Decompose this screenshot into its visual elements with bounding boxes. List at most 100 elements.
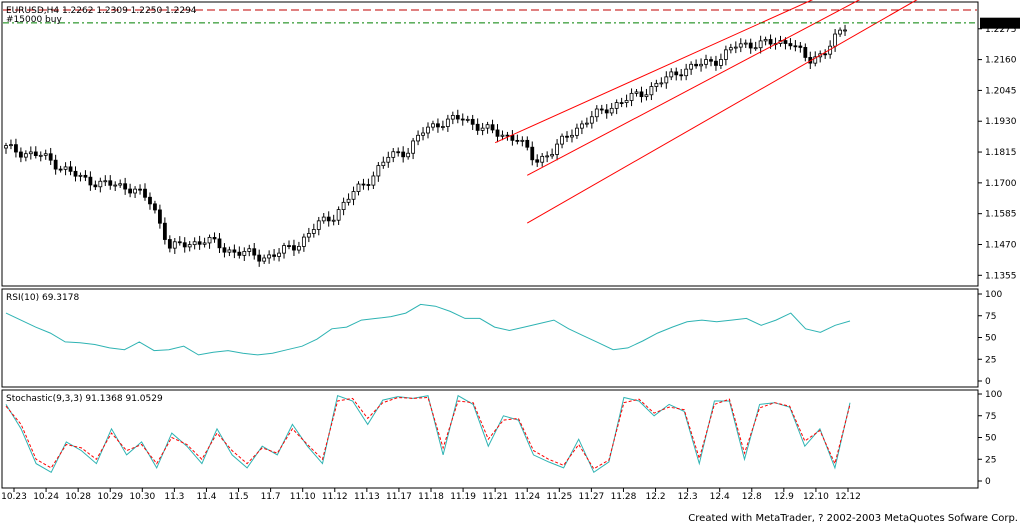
candle-body [719, 59, 723, 66]
candle-body [833, 33, 838, 47]
candle-body [197, 241, 202, 245]
price-tick-label: 1.1700 [985, 179, 1017, 189]
candle-body [28, 151, 33, 155]
candle-body [485, 124, 490, 129]
candle-body [669, 71, 674, 78]
candle-body [386, 156, 391, 163]
candle-body [426, 126, 430, 134]
candle-body [763, 39, 768, 42]
candle-body [584, 122, 589, 125]
candle-body [768, 39, 773, 45]
rsi-axis: 100 75 50 25 0 [978, 290, 1002, 387]
indicator-tick-label: 0 [985, 477, 991, 487]
time-tick-label: 10.28 [65, 492, 91, 502]
candle-body [287, 245, 291, 247]
candle-body [153, 203, 157, 211]
candle-body [450, 115, 455, 120]
candle-body [545, 155, 550, 158]
order-label: #15000 buy [6, 15, 62, 25]
candle-body [108, 180, 113, 186]
candle-body [515, 139, 520, 142]
candle-body [649, 86, 654, 96]
candle-body [103, 180, 108, 183]
candle-body [411, 140, 416, 154]
time-tick-label: 12.8 [742, 492, 762, 502]
time-tick-label: 11.21 [482, 492, 508, 502]
channel-line [494, 0, 814, 144]
candle-body [316, 220, 321, 230]
candle-body [629, 92, 634, 101]
time-tick-label: 11.28 [611, 492, 637, 502]
indicator-tick-label: 75 [985, 412, 996, 422]
stochastic-panel[interactable] [1, 389, 979, 489]
candle-body [738, 43, 743, 48]
current-price-tag [980, 17, 1020, 29]
indicator-tick-label: 25 [985, 455, 996, 465]
candle-body [237, 251, 242, 256]
candle-body [63, 166, 68, 170]
time-tick-label: 11.27 [579, 492, 605, 502]
candle-body [341, 201, 346, 211]
candle-body [14, 144, 18, 153]
candle-body [614, 102, 619, 109]
candle-body [813, 56, 818, 64]
candle-body [465, 118, 470, 121]
candle-body [783, 40, 788, 44]
candle-body [416, 134, 420, 142]
candle-body [391, 151, 396, 158]
time-tick-label: 12.4 [710, 492, 730, 502]
price-tick-label: 1.1815 [985, 148, 1017, 158]
price-panel[interactable] [1, 1, 979, 287]
candle-body [803, 47, 808, 58]
price-tick-label: 1.1355 [985, 271, 1017, 281]
candle-body [38, 154, 43, 157]
candle-body [133, 188, 137, 194]
candle-body [634, 91, 639, 94]
channel-line [526, 0, 918, 224]
candle-body [43, 153, 48, 156]
rsi-panel[interactable] [1, 288, 979, 388]
candle-body [232, 249, 237, 253]
candle-body [436, 123, 440, 128]
candle-body [336, 209, 341, 221]
candle-body [167, 239, 172, 249]
candle-body [9, 144, 13, 147]
candle-body [346, 198, 351, 203]
candle-body [172, 241, 177, 249]
candle-body [510, 135, 515, 141]
indicator-tick-label: 0 [985, 377, 991, 387]
candle-body [565, 135, 569, 138]
channel-line [526, 0, 861, 176]
candle-body [18, 151, 23, 158]
candle-body [495, 129, 500, 137]
time-tick-label: 12.3 [678, 492, 698, 502]
candle-body [356, 183, 361, 192]
candle-body [594, 108, 599, 118]
candle-body [550, 154, 555, 157]
candle-body [575, 127, 579, 136]
candle-body [297, 246, 301, 251]
time-tick-label: 11.13 [354, 492, 380, 502]
candle-body [664, 76, 669, 84]
time-tick-label: 11.24 [514, 492, 540, 502]
stochastic-axis: 100 75 50 25 0 [978, 390, 1002, 487]
candle-body [733, 46, 738, 49]
candle-body [838, 29, 842, 35]
time-tick-label: 11.19 [450, 492, 476, 502]
time-tick-label: 11.17 [386, 492, 412, 502]
price-tick-label: 1.1585 [985, 210, 1017, 220]
candle-body [753, 47, 758, 50]
time-tick-label: 11.7 [261, 492, 281, 502]
indicator-tick-label: 25 [985, 355, 996, 365]
candle-body [406, 152, 411, 158]
candle-body [182, 242, 187, 248]
time-tick-label: 12.12 [835, 492, 861, 502]
candle-body [227, 249, 232, 253]
candle-body [306, 233, 311, 238]
candle-body [217, 238, 222, 249]
candle-body [78, 174, 83, 177]
candle-body [272, 254, 276, 257]
time-tick-label: 11.5 [229, 492, 249, 502]
candle-body [331, 219, 336, 222]
time-tick-label: 11.10 [290, 492, 316, 502]
